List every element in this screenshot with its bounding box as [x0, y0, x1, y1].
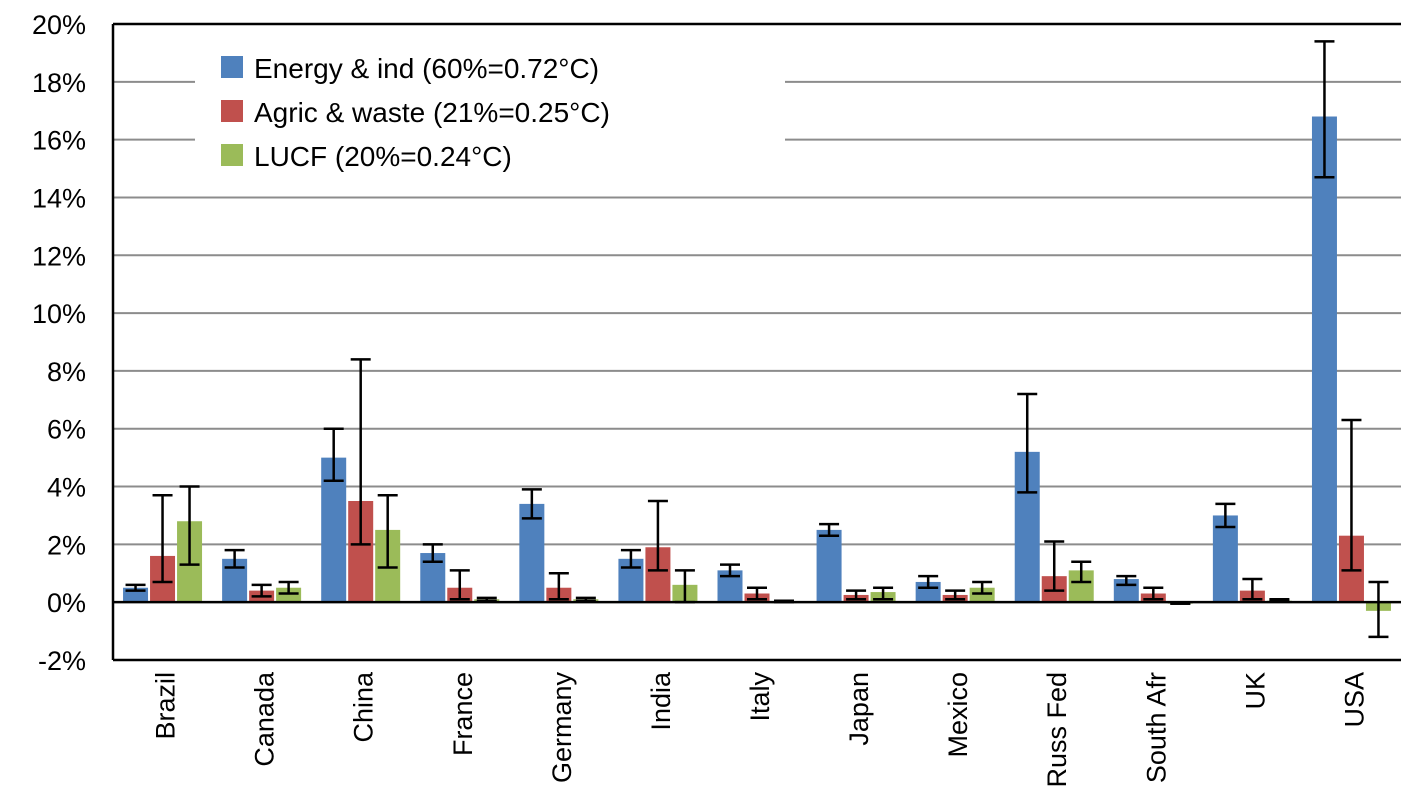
- error-bar: [1314, 40, 1335, 179]
- y-tick-label: 2%: [47, 530, 86, 560]
- error-bar: [251, 583, 272, 598]
- error-bar: [548, 572, 569, 601]
- category-label: China: [349, 671, 379, 743]
- y-tick-labels: -2% 0% 2% 4% 6% 8% 10% 12% 14% 16% 18% 20%: [32, 10, 86, 676]
- legend-label: LUCF (20%=0.24°C): [254, 141, 512, 172]
- error-bar: [1242, 577, 1263, 601]
- legend-label: Agric & waste (21%=0.25°C): [254, 97, 610, 128]
- error-bar: [350, 358, 371, 546]
- legend-swatch: [221, 100, 243, 122]
- error-bar: [1116, 574, 1137, 587]
- error-bar: [521, 488, 542, 520]
- category-labels: Brazil Canada China France Germany India Italy…: [151, 671, 1370, 788]
- error-bar: [152, 493, 173, 584]
- error-bar: [575, 596, 596, 602]
- y-tick-label: 12%: [32, 241, 86, 271]
- category-label: South Afr: [1141, 672, 1171, 783]
- category-label: Italy: [745, 672, 775, 722]
- error-bar: [224, 548, 245, 569]
- y-tick-label: 6%: [47, 415, 86, 445]
- bar: [276, 587, 302, 603]
- y-tick-label: -2%: [38, 646, 86, 676]
- y-tick-label: 18%: [32, 68, 86, 98]
- y-tick-label: 8%: [47, 357, 86, 387]
- error-bar: [1143, 586, 1164, 601]
- error-bar: [972, 580, 993, 595]
- legend: Energy & ind (60%=0.72°C) Agric & waste (…: [221, 53, 610, 172]
- legend-swatch: [221, 56, 243, 78]
- y-tick-label: 0%: [47, 588, 86, 618]
- error-bars: [125, 40, 1389, 639]
- error-bar: [125, 583, 146, 592]
- error-bar: [1071, 560, 1092, 584]
- bars: [123, 116, 1391, 611]
- error-bar: [720, 563, 740, 578]
- category-label: Brazil: [151, 672, 181, 740]
- bar: [519, 503, 545, 603]
- bar: [969, 587, 995, 603]
- category-label: France: [448, 672, 478, 756]
- y-tick-label: 14%: [32, 183, 86, 213]
- error-bar: [278, 580, 299, 595]
- bar: [1212, 515, 1238, 603]
- category-label: Japan: [844, 672, 874, 746]
- error-bar: [945, 589, 966, 601]
- error-bar: [873, 586, 894, 601]
- error-bar: [620, 548, 641, 569]
- error-bar: [846, 589, 867, 601]
- category-label: Germany: [547, 672, 577, 784]
- error-bar: [918, 574, 939, 589]
- error-bar: [323, 427, 344, 483]
- error-bar: [449, 569, 470, 601]
- error-bar: [476, 596, 497, 602]
- error-bar: [747, 586, 767, 601]
- legend-label: Energy & ind (60%=0.72°C): [254, 53, 599, 84]
- error-bar: [819, 522, 840, 537]
- error-bar: [1341, 418, 1362, 572]
- category-label: Mexico: [943, 672, 973, 758]
- bar: [816, 529, 842, 603]
- error-bar: [377, 493, 398, 569]
- y-tick-label: 4%: [47, 473, 86, 503]
- error-bar: [422, 543, 443, 563]
- error-bar: [1017, 392, 1038, 494]
- axes: [111, 22, 1401, 662]
- category-label: UK: [1240, 672, 1270, 710]
- y-tick-label: 16%: [32, 126, 86, 156]
- error-bar: [1269, 598, 1290, 602]
- category-label: India: [646, 671, 676, 731]
- y-tick-label: 10%: [32, 299, 86, 329]
- error-bar: [1044, 540, 1065, 592]
- y-tick-label: 20%: [32, 10, 86, 40]
- category-label: Russ Fed: [1042, 672, 1072, 788]
- category-label: Canada: [250, 671, 280, 767]
- error-bar: [1215, 502, 1236, 529]
- bar: [1311, 116, 1337, 603]
- error-bar: [647, 499, 668, 572]
- error-bar: [1368, 580, 1389, 639]
- category-label: USA: [1339, 672, 1369, 728]
- error-bar: [179, 485, 200, 566]
- legend-swatch: [221, 144, 243, 166]
